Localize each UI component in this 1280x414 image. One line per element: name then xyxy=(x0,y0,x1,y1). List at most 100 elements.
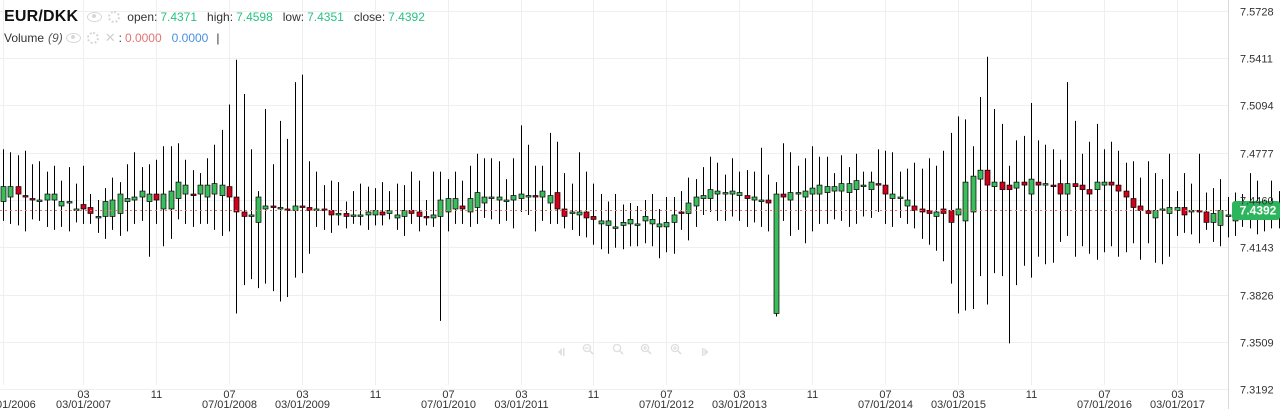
x-tick-date: 03/01/2015 xyxy=(931,399,986,409)
candle-body xyxy=(707,189,714,199)
candle xyxy=(488,158,495,220)
candle xyxy=(751,171,758,223)
candle xyxy=(809,146,816,232)
candle xyxy=(139,167,146,221)
candle xyxy=(1210,188,1217,242)
x-tick-date: 01/2006 xyxy=(0,399,36,409)
volume-cursor: | xyxy=(216,30,220,45)
open-label: open: xyxy=(127,9,158,24)
gear-icon[interactable] xyxy=(86,31,99,44)
candle-body xyxy=(547,195,554,204)
zoom-reset-icon[interactable] xyxy=(612,343,624,355)
scroll-right-icon[interactable] xyxy=(702,348,709,356)
x-tick-month: 03 xyxy=(952,389,964,401)
candle xyxy=(532,165,539,232)
candle-body xyxy=(882,184,889,195)
candle xyxy=(685,177,692,241)
candle-body xyxy=(474,192,481,208)
candle-body xyxy=(255,196,262,223)
candle xyxy=(44,171,51,227)
x-tick-month: 11 xyxy=(807,389,818,401)
candle-body xyxy=(1079,184,1086,190)
candle xyxy=(1225,197,1232,238)
eye-icon[interactable] xyxy=(65,32,81,43)
candle-body xyxy=(598,220,605,225)
x-tick-date: 07/01/2010 xyxy=(421,399,476,409)
candle-body xyxy=(970,175,977,213)
zoom-in-icon[interactable] xyxy=(640,343,652,355)
x-tick-date: 03/01/2007 xyxy=(56,399,111,409)
candle xyxy=(394,183,401,230)
candle xyxy=(481,158,488,218)
candle xyxy=(248,149,255,280)
candle xyxy=(1166,153,1173,257)
candle-body xyxy=(1203,211,1210,223)
candle xyxy=(190,170,197,227)
candle xyxy=(846,167,853,227)
candle xyxy=(241,94,248,286)
volume-period: (9) xyxy=(48,30,63,45)
candle-body xyxy=(394,214,401,219)
candle-body xyxy=(321,208,328,211)
candle xyxy=(714,162,721,221)
close-icon[interactable]: ✕ xyxy=(104,29,116,45)
high-value: 7.4598 xyxy=(236,9,273,24)
candle-body xyxy=(197,184,204,195)
candle xyxy=(824,156,831,224)
candle xyxy=(204,158,211,224)
candle xyxy=(605,201,612,254)
candle-body xyxy=(109,199,116,217)
candle-body xyxy=(102,201,109,217)
candle xyxy=(838,155,845,221)
eye-icon[interactable] xyxy=(87,11,103,22)
candle-body xyxy=(270,205,277,208)
candle xyxy=(707,156,714,212)
y-axis: 7.5728 7.5411 7.5094 7.4777 7.4460 7.4143 7.38… xyxy=(1240,7,1274,397)
candle xyxy=(999,123,1006,277)
candle-body xyxy=(277,207,284,210)
candle xyxy=(109,177,116,230)
candle-body xyxy=(787,192,794,201)
candle xyxy=(1050,149,1057,263)
candle-body xyxy=(838,183,845,192)
candle-body xyxy=(868,181,875,190)
scroll-left-icon[interactable] xyxy=(558,348,565,356)
candle xyxy=(1145,161,1152,244)
candle xyxy=(401,185,408,236)
candle-body xyxy=(51,193,58,201)
zoom-fit-icon[interactable] xyxy=(670,343,682,355)
candle-body xyxy=(940,208,947,214)
candle xyxy=(277,120,284,302)
candle-body xyxy=(846,183,853,193)
candle-body xyxy=(1035,181,1042,186)
chart-legend: EUR/DKK open: 7.4371 high: 7.4598 low: 7… xyxy=(4,6,431,48)
candle-body xyxy=(620,222,627,226)
candle-body xyxy=(292,205,299,211)
candle-body xyxy=(160,193,167,210)
candle xyxy=(51,165,58,230)
candle xyxy=(1021,135,1028,266)
candle-body xyxy=(372,210,379,216)
candle xyxy=(787,152,794,236)
candle-body xyxy=(182,184,189,195)
candle xyxy=(576,152,583,236)
candle-body xyxy=(1042,183,1049,186)
candle xyxy=(940,150,947,262)
gear-icon[interactable] xyxy=(108,10,121,23)
candle-body xyxy=(1050,184,1057,187)
y-tick-label: 7.3826 xyxy=(1240,291,1274,303)
candle-body xyxy=(685,202,692,214)
candle xyxy=(1006,165,1013,344)
candle-body xyxy=(66,201,73,204)
candle xyxy=(219,129,226,236)
candle xyxy=(168,146,175,239)
zoom-out-icon[interactable] xyxy=(582,343,594,355)
candle xyxy=(1079,153,1086,247)
volume-value-b: 0.0000 xyxy=(171,30,209,45)
candle xyxy=(95,200,102,233)
candle-body xyxy=(1225,214,1232,217)
candle xyxy=(955,116,962,314)
candle-body xyxy=(1108,181,1115,186)
